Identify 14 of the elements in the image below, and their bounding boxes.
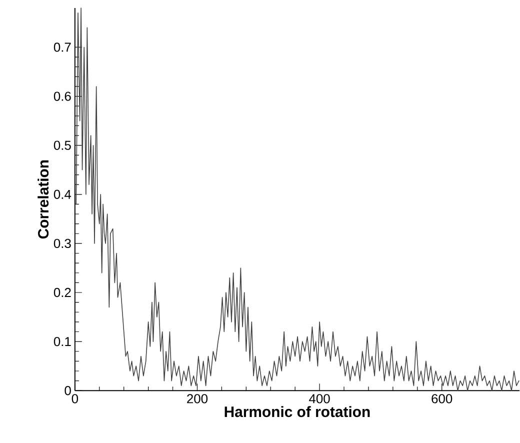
y-tick-label: 0.4 (54, 190, 72, 200)
y-axis-title: Correlation (38, 160, 49, 239)
x-tick-label: 200 (187, 394, 208, 404)
y-tick-label: 0 (64, 386, 71, 396)
y-tick-label: 0.6 (54, 92, 71, 102)
y-tick-label: 0.2 (54, 288, 71, 298)
y-tick-label: 0.1 (54, 337, 71, 346)
y-tick-label: 0.3 (54, 239, 71, 248)
y-tick-label: 0.5 (54, 140, 71, 150)
x-axis-title: Harmonic of rotation (224, 406, 370, 418)
x-tick-label: 600 (432, 394, 452, 404)
x-tick-label: 400 (309, 394, 330, 404)
x-tick-label: 0 (72, 394, 78, 404)
y-tick-label: 0.7 (54, 42, 71, 52)
